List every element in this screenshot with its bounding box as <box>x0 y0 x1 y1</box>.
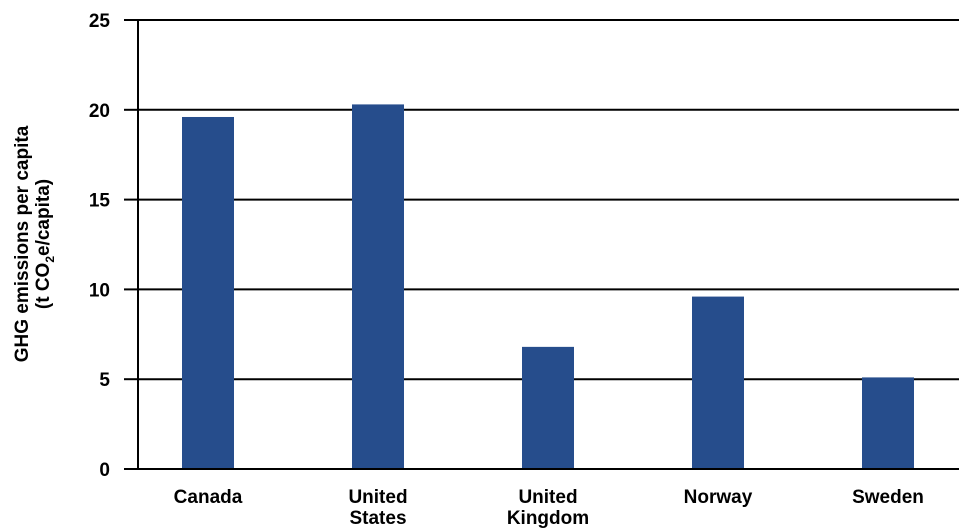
x-tick-label: Sweden <box>852 487 924 508</box>
bars <box>182 104 914 470</box>
x-tick-label: Canada <box>174 487 243 508</box>
y-axis-title-line1: GHG emissions per capita <box>12 125 33 362</box>
y-tick-label: 25 <box>89 11 111 32</box>
x-tick-label: Norway <box>684 487 753 508</box>
y-tick-label: 5 <box>99 370 110 391</box>
bar <box>182 116 234 469</box>
y-tick-label: 10 <box>89 280 110 301</box>
y-axis-title-line2: (t CO2e/capita) <box>33 179 57 309</box>
bar <box>352 104 404 470</box>
x-tick-label: United Kingdom <box>507 487 589 529</box>
y-tick-label: 20 <box>89 101 110 122</box>
y-tick-labels: 0 5 10 15 20 25 <box>89 11 138 481</box>
bar <box>862 377 914 469</box>
x-tick-labels: Canada United States United Kingdom Norway Swe… <box>174 487 924 529</box>
x-tick-label: United States <box>348 487 407 529</box>
y-tick-label: 0 <box>99 460 110 481</box>
bar <box>692 296 744 469</box>
y-tick-label: 15 <box>89 191 111 212</box>
bar <box>522 346 574 469</box>
y-axis-title: GHG emissions per capita (t CO2e/capita) <box>12 125 57 362</box>
axes <box>137 20 959 470</box>
